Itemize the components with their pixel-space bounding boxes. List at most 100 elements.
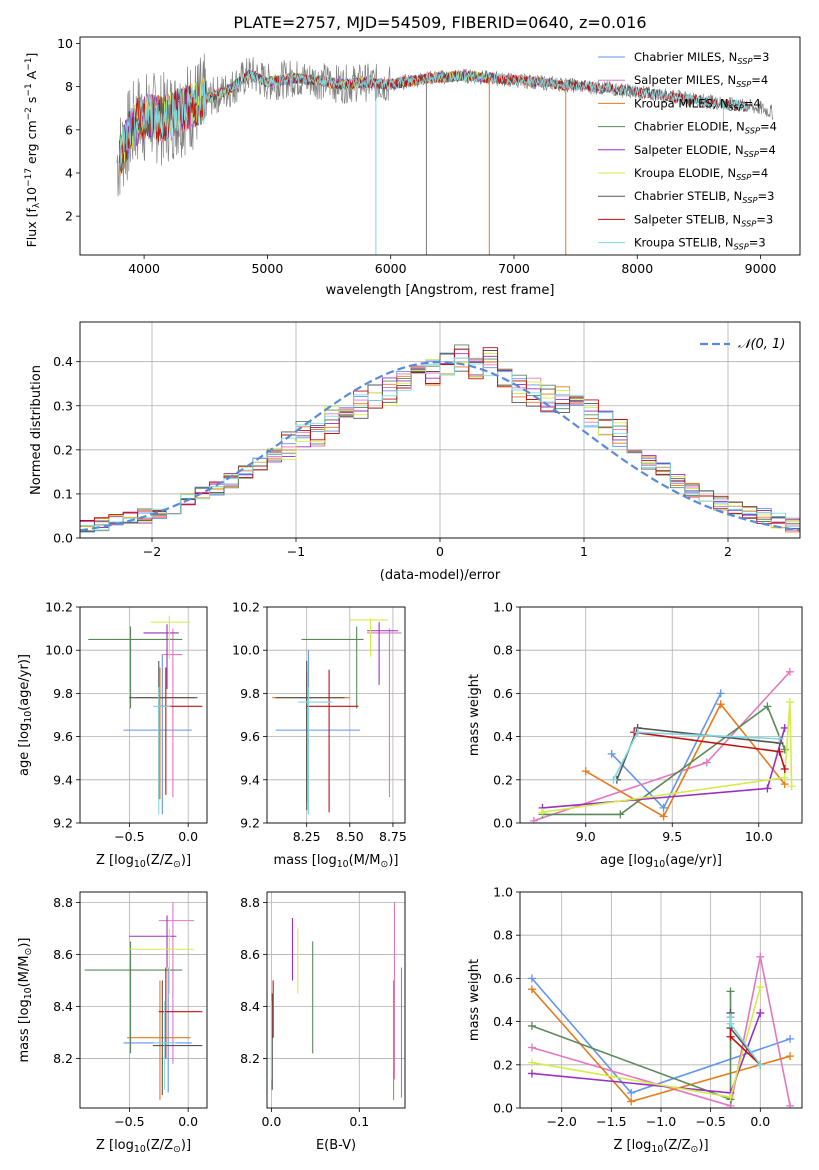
weight-marker-kroupa_elodie (785, 698, 794, 707)
legend-label-chabrier_stelib-part: =3 (757, 189, 774, 203)
y-tick-label: 8.2 (240, 1051, 260, 1066)
mass_vs_z-x-axis-label-part: ⊙ (173, 1144, 181, 1155)
weight_vs_z-x-axis-label-part: (Z/Z (663, 1138, 690, 1153)
y-tick-label: 4 (65, 165, 73, 180)
y-tick-label: 0.6 (493, 971, 513, 986)
spectrum-y-axis-label-part: Flux [f (24, 208, 39, 248)
age_vs_z-y-axis-label-part: 10 (23, 711, 34, 723)
y-tick-label: 10.2 (45, 600, 73, 615)
mass_vs_z-x-axis-label-part: (Z/Z (146, 1138, 173, 1153)
legend-label-salpeter_elodie-part: SSP (744, 149, 759, 159)
y-tick-label: 9.6 (240, 729, 260, 744)
x-tick-label: 9000 (745, 261, 777, 276)
mass_vs_ebv-panel: 0.0 0.1 8.2 8.4 8.6 8.8 E(B-V) (240, 891, 406, 1153)
legend-label-chabrier_miles-part: SSP (737, 56, 752, 66)
weight-marker-salpeter_stelib (775, 747, 784, 756)
axes-frame (79, 891, 208, 1109)
y-tick-label: 2 (65, 209, 73, 224)
age_vs_mass-plot-area (272, 617, 402, 815)
weight-marker-kroupa_elodie (780, 773, 789, 782)
age_vs_mass-x-axis-label-part: )] (388, 853, 398, 868)
legend-label-chabrier_elodie: Chabrier ELODIE, NSSP=4 (634, 120, 777, 136)
mass_vs_z-x-axis-label-part: Z [log (96, 1138, 134, 1153)
y-tick-label: 9.8 (240, 686, 260, 701)
weight-line-kroupa_miles (585, 702, 786, 818)
x-tick-label: 9.0 (576, 829, 596, 844)
x-tick-label: −0.5 (114, 1114, 144, 1129)
age_vs_z-x-axis-label-part: 10 (134, 859, 146, 870)
weight_vs_age-panel: 9.0 9.5 10.0 0.0 0.2 0.4 0.6 0.8 1.0 age [log10(a… (467, 600, 803, 870)
weight-marker-salpeter_miles (702, 758, 711, 767)
weight-line-salpeter_miles (531, 956, 791, 1107)
weight-marker-kroupa_miles (627, 1097, 636, 1106)
mass_vs_z-y-axis-label-part: 10 (23, 987, 34, 999)
legend-label-kroupa_elodie-part: =4 (751, 166, 768, 180)
weight-marker-chabrier_elodie (763, 702, 772, 711)
spectrum-y-axis-label-part: 10 (24, 187, 39, 203)
residuals-plot-area (80, 344, 800, 538)
weight-marker-chabrier_elodie (616, 810, 625, 819)
spectrum-y-axis-label-part: ] (24, 53, 39, 58)
y-tick-label: 10.0 (232, 643, 260, 658)
x-tick-label: 0.0 (178, 829, 198, 844)
x-tick-label: 0.0 (750, 1114, 770, 1129)
weight-marker-kroupa_elodie (538, 808, 547, 817)
weight-marker-kroupa_miles (527, 985, 536, 994)
y-tick-label: 8.8 (240, 895, 260, 910)
panels: 4000 5000 6000 7000 8000 9000246810wavelength… (17, 36, 803, 1155)
y-tick-label: 0.4 (493, 1014, 513, 1029)
legend-label-kroupa_elodie: Kroupa ELODIE, NSSP=4 (634, 166, 768, 182)
legend-label-chabrier_elodie-part: SSP (745, 126, 760, 136)
x-tick-label: 9.5 (662, 829, 682, 844)
mass_vs_z-y-axis-label-part: (M/M (17, 956, 32, 988)
age_vs_mass-x-axis-label-part: ⊙ (380, 859, 388, 870)
residuals-x-axis-label: (data-model)/error (380, 568, 501, 583)
mass_vs_ebv-x-axis-label: E(B-V) (316, 1138, 356, 1153)
residuals-y-axis-label: Normed distribution (29, 365, 44, 495)
legend-label-chabrier_miles: Chabrier MILES, NSSP=3 (634, 50, 769, 66)
age_vs_z-y-axis-label-part: (age/yr)] (17, 654, 32, 711)
weight-marker-salpeter_miles (786, 1101, 795, 1108)
legend-label-kroupa_elodie-part: Kroupa ELODIE, N (634, 166, 736, 180)
weight_vs_age-x-axis-label-part: 10 (653, 859, 665, 870)
x-tick-label: 0.0 (178, 1114, 198, 1129)
y-tick-label: 8.6 (53, 947, 73, 962)
weight-marker-chabrier_miles (716, 689, 725, 698)
age_vs_z-x-axis-label-part: (Z/Z (146, 853, 173, 868)
age_vs_z-x-axis-label-part: )] (181, 853, 191, 868)
legend-label-kroupa_miles-part: SSP (729, 102, 744, 112)
y-tick-label: 0.2 (53, 442, 73, 457)
x-tick-label: 0.0 (261, 1114, 281, 1129)
weight_vs_z-x-axis-label-part: 10 (651, 1144, 663, 1155)
y-tick-label: 9.4 (240, 772, 260, 787)
x-tick-label: −2 (143, 544, 161, 559)
y-tick-label: 0.4 (493, 729, 513, 744)
x-tick-label: −2.0 (547, 1114, 577, 1129)
weight-marker-kroupa_stelib (633, 728, 642, 737)
x-tick-label: −1.5 (596, 1114, 626, 1129)
legend-label-chabrier_miles-part: Chabrier MILES, N (634, 50, 737, 64)
age_vs_mass-x-axis-label: mass [log10(M/M⊙)] (274, 853, 399, 870)
axes-frame (266, 891, 406, 1109)
mass_vs_z-plot-area (84, 902, 203, 1101)
y-tick-label: 9.2 (53, 816, 73, 831)
legend-label-chabrier_miles-part: =3 (752, 50, 769, 64)
mass_vs_z-y-axis-label-part: mass [log (17, 999, 32, 1062)
weight-marker-chabrier_miles (659, 803, 668, 812)
y-tick-label: 8.2 (53, 1051, 73, 1066)
x-tick-label: 6000 (375, 261, 407, 276)
weight-marker-salpeter_elodie (527, 1069, 536, 1078)
legend-label-chabrier_stelib-part: SSP (742, 195, 757, 205)
legend-label-salpeter_elodie-part: Salpeter ELODIE, N (634, 143, 744, 157)
weight-marker-chabrier_miles (627, 1088, 636, 1097)
mass_vs_ebv-plot-area (270, 902, 403, 1101)
age_vs_z-x-axis-label-part: Z [log (96, 853, 134, 868)
y-tick-label: 0.0 (493, 1101, 513, 1116)
y-tick-label: 0.8 (493, 928, 513, 943)
weight-marker-kroupa_miles (581, 767, 590, 776)
y-tick-label: 10.0 (45, 643, 73, 658)
weight-marker-kroupa_miles (659, 812, 668, 821)
mass_vs_z-x-axis-label: Z [log10(Z/Z⊙)] (96, 1138, 191, 1155)
